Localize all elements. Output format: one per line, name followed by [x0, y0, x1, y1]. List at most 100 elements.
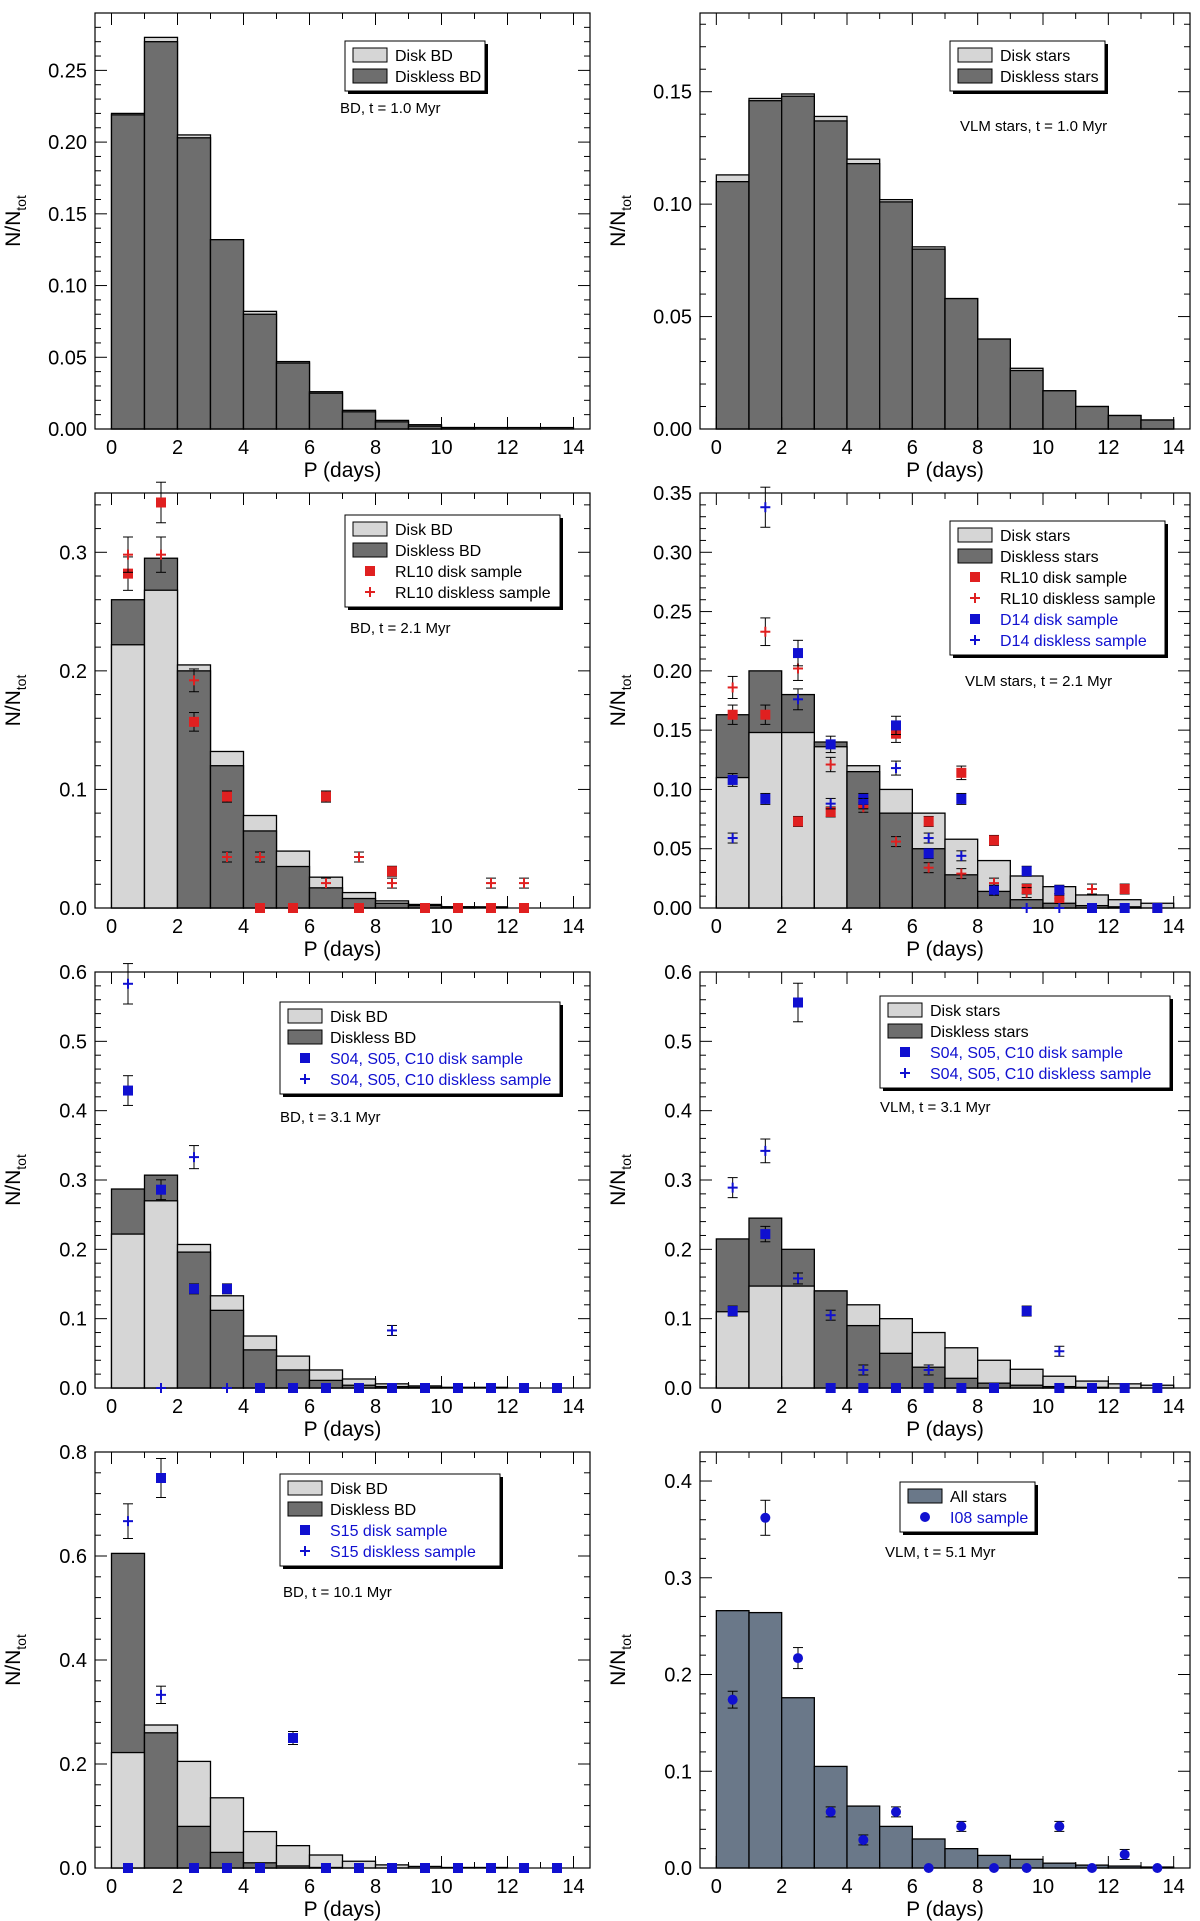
- y-tick-label: 0.6: [664, 962, 692, 984]
- y-tick-label: 0.5: [664, 1031, 692, 1053]
- point-d14-disk-sample: [825, 739, 836, 750]
- point-rl10-diskless-sample: [486, 878, 496, 889]
- point-i08-sample: [923, 1863, 934, 1873]
- y-tick-label: 0.2: [59, 1754, 87, 1776]
- x-axis-label: P (days): [304, 1898, 382, 1921]
- y-tick-label: 0.2: [664, 1239, 692, 1261]
- x-tick-label: 6: [304, 437, 315, 459]
- legend-marker: [970, 572, 980, 582]
- point-s04-s05-c10-disk-sample: [321, 1383, 331, 1393]
- legend-swatch: [907, 1488, 943, 1504]
- y-axis-label: N/Ntot: [2, 195, 29, 247]
- point-s04-s05-c10-diskless-sample: [156, 1383, 166, 1393]
- point-d14-diskless-sample: [793, 694, 803, 705]
- y-tick-label: 0.4: [59, 1101, 87, 1123]
- point-i08-sample: [1054, 1821, 1065, 1832]
- point-s04-s05-c10-diskless-sample: [222, 1383, 232, 1393]
- x-tick-label: 8: [972, 437, 983, 459]
- point-rl10-diskless-sample: [727, 682, 738, 693]
- legend-label: S04, S05, C10 diskless sample: [330, 1072, 552, 1089]
- point-s04-s05-c10-disk-sample: [793, 997, 803, 1008]
- point-d14-disk-sample: [923, 848, 934, 859]
- x-tick-label: 4: [841, 437, 852, 459]
- bar-dark-7: [944, 874, 979, 909]
- legend-label: S15 disk sample: [330, 1523, 447, 1540]
- x-tick-label: 12: [496, 916, 518, 938]
- y-tick-label: 0.05: [653, 307, 692, 329]
- y-tick-label: 0.3: [664, 1568, 692, 1590]
- legend-swatch: [287, 1029, 323, 1045]
- point-d14-diskless-sample: [1119, 903, 1130, 913]
- point-s04-s05-c10-disk-sample: [825, 1383, 836, 1393]
- legend-box: [879, 995, 1171, 1089]
- legend-swatch: [887, 1002, 923, 1018]
- y-tick-label: 0.35: [653, 483, 692, 505]
- point-s04-s05-c10-disk-sample: [123, 1085, 133, 1096]
- x-tick-label: 14: [1163, 916, 1185, 938]
- point-s15-disk-sample: [354, 1863, 364, 1873]
- x-tick-label: 14: [1163, 1876, 1185, 1898]
- legend-swatch: [352, 542, 388, 558]
- x-tick-label: 0: [106, 1876, 117, 1898]
- point-rl10-disk-sample: [923, 816, 934, 827]
- bar-dark-12: [1107, 414, 1142, 430]
- x-tick-label: 6: [907, 916, 918, 938]
- point-i08-sample: [793, 1653, 803, 1664]
- y-tick-label: 0.4: [664, 1471, 692, 1493]
- x-tick-label: 10: [1032, 437, 1054, 459]
- point-rl10-diskless-sample: [760, 626, 771, 637]
- x-axis-label: P (days): [304, 459, 382, 482]
- legend-label: RL10 diskless sample: [395, 585, 551, 602]
- legend-label: RL10 diskless sample: [1000, 591, 1156, 608]
- legend-label: S04, S05, C10 diskless sample: [930, 1066, 1152, 1083]
- legend-swatch: [287, 1501, 323, 1517]
- legend-label: Diskless stars: [1000, 69, 1099, 86]
- x-tick-label: 8: [972, 1876, 983, 1898]
- point-s15-disk-sample: [156, 1473, 166, 1483]
- bar-dark-6: [308, 887, 344, 909]
- legend-box: [949, 520, 1166, 656]
- legend-swatch: [887, 1023, 923, 1039]
- x-tick-label: 2: [172, 916, 183, 938]
- legend-label: Disk BD: [330, 1009, 388, 1026]
- bar-dark-10: [1042, 390, 1077, 430]
- bar-dark-6: [911, 248, 946, 430]
- panel-p7: 0 2 4 6 8 10 12 14 0.0 0.2 0.4 0.6 0.8 P (days) N/Ntot…: [2, 1442, 591, 1921]
- y-tick-label: 0.6: [59, 962, 87, 984]
- y-tick-label: 0.20: [48, 132, 87, 154]
- point-s15-disk-sample: [519, 1863, 529, 1873]
- legend-label: Disk BD: [395, 48, 453, 65]
- point-s04-s05-c10-diskless-sample: [891, 1383, 901, 1393]
- y-tick-label: 0.00: [48, 419, 87, 441]
- x-tick-label: 8: [972, 916, 983, 938]
- point-s15-disk-sample: [189, 1863, 199, 1873]
- bar-dark-2: [176, 670, 212, 909]
- bar-dark-2: [176, 1825, 212, 1869]
- panel-p1: 0 2 4 6 8 10 12 14 0.00 0.05 0.10 0.15 0.20 0.25 P (da…: [2, 12, 591, 482]
- panel-p5: 0 2 4 6 8 10 12 14 0.0 0.1 0.2 0.3 0.4 0.5 0.6 P (days)…: [2, 962, 591, 1441]
- point-i08-sample: [989, 1863, 999, 1873]
- y-tick-label: 0.1: [59, 1309, 87, 1331]
- point-rl10-disk-sample: [486, 903, 496, 913]
- point-s04-s05-c10-disk-sample: [189, 1283, 199, 1294]
- x-tick-label: 10: [1032, 1876, 1054, 1898]
- bar-slate-7: [944, 1848, 979, 1869]
- legend-marker: [300, 1074, 310, 1084]
- x-tick-label: 4: [238, 916, 249, 938]
- x-tick-label: 12: [1097, 916, 1119, 938]
- y-tick-label: 0.15: [653, 720, 692, 742]
- bar-light-1: [143, 589, 179, 909]
- x-tick-label: 8: [370, 437, 381, 459]
- point-rl10-disk-sample: [956, 767, 967, 778]
- y-tick-label: 0.0: [59, 1378, 87, 1400]
- y-tick-label: 0.0: [59, 1858, 87, 1880]
- point-rl10-disk-sample: [989, 835, 999, 846]
- x-axis-label: P (days): [906, 459, 984, 482]
- legend-marker: [300, 1053, 310, 1063]
- x-tick-label: 14: [562, 1876, 584, 1898]
- point-s04-s05-c10-disk-sample: [156, 1184, 166, 1195]
- point-i08-sample: [956, 1821, 967, 1832]
- legend-marker: [300, 1546, 310, 1556]
- bar-dark-4: [242, 1349, 278, 1389]
